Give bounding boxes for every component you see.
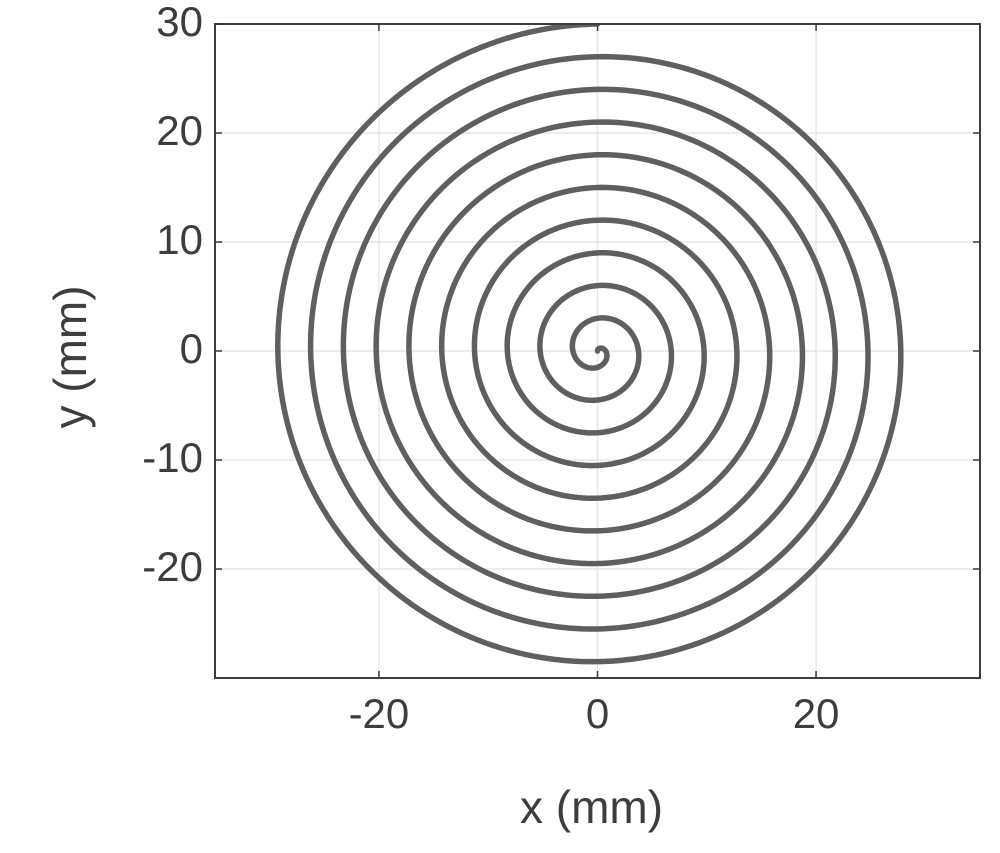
x-tick-label: -20	[319, 690, 439, 738]
y-tick-label: 20	[93, 107, 203, 155]
x-axis-label: x (mm)	[520, 780, 663, 834]
y-tick-label: -20	[93, 543, 203, 591]
y-tick-label: 30	[93, 0, 203, 46]
y-tick-label: 0	[93, 325, 203, 373]
y-tick-label: -10	[93, 434, 203, 482]
y-axis-label: y (mm)	[43, 257, 97, 457]
spiral-chart: y (mm) x (mm) -20 0 20 -20 -10 0 10 20 30	[0, 0, 1000, 853]
y-tick-label: 10	[93, 216, 203, 264]
x-tick-label: 0	[538, 690, 658, 738]
x-tick-label: 20	[756, 690, 876, 738]
